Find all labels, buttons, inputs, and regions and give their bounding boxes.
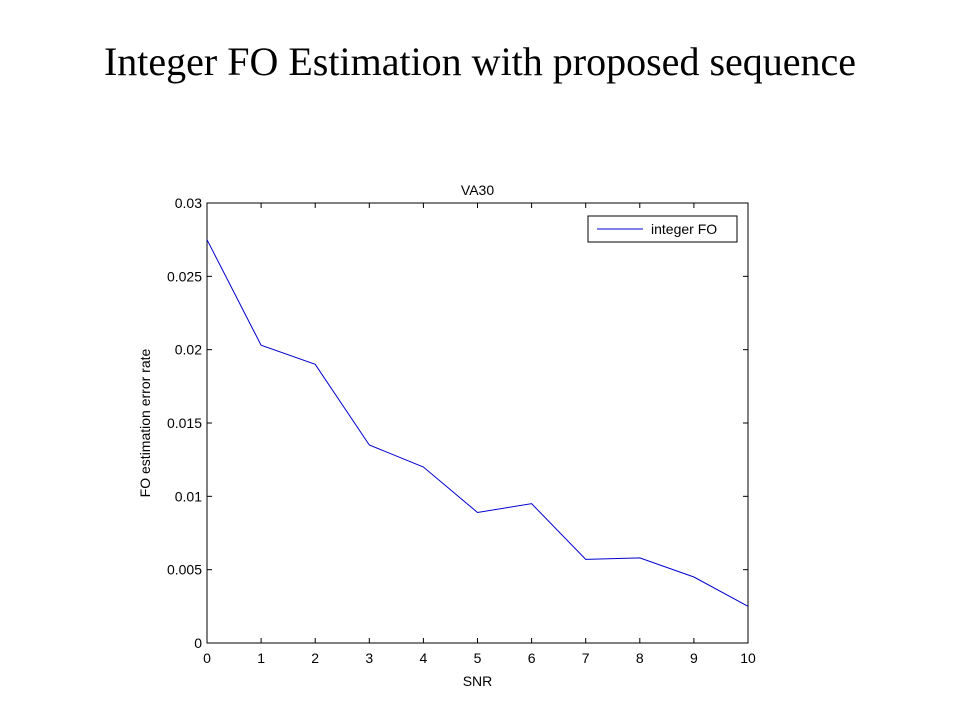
legend-label: integer FO [651, 221, 717, 237]
y-tick-label: 0.03 [175, 195, 202, 211]
x-axis: 0 1 2 3 4 5 6 7 8 9 10 [203, 203, 756, 666]
y-tick-label: 0.025 [167, 268, 202, 284]
plot-area [206, 202, 749, 644]
series-layer [206, 239, 749, 607]
legend: integer FO [587, 215, 738, 243]
slide-title: Integer FO Estimation with proposed sequ… [103, 39, 857, 84]
x-tick-label: 1 [257, 650, 265, 666]
chart-title: VA30 [461, 182, 494, 198]
x-tick-label: 5 [474, 650, 482, 666]
x-axis-label: SNR [463, 673, 493, 689]
x-tick-label: 8 [636, 650, 644, 666]
series-line [206, 239, 749, 607]
x-tick-label: 6 [528, 650, 536, 666]
x-tick-label: 3 [365, 650, 373, 666]
y-tick-label: 0 [194, 635, 202, 651]
y-tick-label: 0.01 [175, 488, 202, 504]
y-tick-label: 0.015 [167, 415, 202, 431]
y-tick-label: 0.005 [167, 562, 202, 578]
x-tick-label: 0 [203, 650, 211, 666]
y-axis-label: FO estimation error rate [137, 348, 153, 497]
y-axis: 0 0.005 0.01 0.015 0.02 0.025 0.03 [167, 195, 748, 651]
x-tick-label: 2 [311, 650, 319, 666]
x-tick-label: 4 [420, 650, 428, 666]
y-tick-label: 0.02 [175, 342, 202, 358]
x-tick-label: 10 [740, 650, 756, 666]
x-tick-label: 7 [582, 650, 590, 666]
x-tick-label: 9 [690, 650, 698, 666]
